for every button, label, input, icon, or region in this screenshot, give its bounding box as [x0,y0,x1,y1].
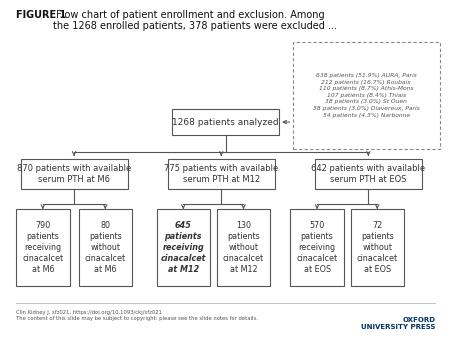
Text: 72
patients
without
cinacalcet
at EOS: 72 patients without cinacalcet at EOS [357,221,398,274]
FancyBboxPatch shape [157,209,210,286]
Text: OXFORD
UNIVERSITY PRESS: OXFORD UNIVERSITY PRESS [361,317,435,330]
Text: 638 patients (51.9%) AURA, Paris
212 patients (16.7%) Roubaix
110 patients (8.7%: 638 patients (51.9%) AURA, Paris 212 pat… [313,73,419,118]
FancyBboxPatch shape [172,108,279,136]
FancyBboxPatch shape [292,42,440,149]
Text: 645
patients
receiving
cinacalcet
at M12: 645 patients receiving cinacalcet at M12 [161,221,206,274]
FancyBboxPatch shape [315,159,422,189]
Text: Clin Kidney J, sfz021, https://doi.org/10.1093/ckj/sfz021
The content of this sl: Clin Kidney J, sfz021, https://doi.org/1… [16,310,258,321]
FancyBboxPatch shape [168,159,274,189]
FancyBboxPatch shape [217,209,270,286]
Text: 790
patients
receiving
cinacalcet
at M6: 790 patients receiving cinacalcet at M6 [22,221,63,274]
Text: FIGURE 1: FIGURE 1 [16,10,66,20]
FancyBboxPatch shape [351,209,404,286]
Text: 130
patients
without
cinacalcet
at M12: 130 patients without cinacalcet at M12 [223,221,264,274]
FancyBboxPatch shape [21,159,127,189]
Text: Flow chart of patient enrollment and exclusion. Among
the 1268 enrolled patients: Flow chart of patient enrollment and exc… [53,10,337,31]
Text: 1268 patients analyzed: 1268 patients analyzed [172,118,279,126]
FancyBboxPatch shape [290,209,344,286]
Text: 570
patients
receiving
cinacalcet
at EOS: 570 patients receiving cinacalcet at EOS [297,221,338,274]
FancyBboxPatch shape [16,209,70,286]
FancyBboxPatch shape [78,209,132,286]
Text: 80
patients
without
cinacalcet
at M6: 80 patients without cinacalcet at M6 [85,221,126,274]
Text: 775 patients with available
serum PTH at M12: 775 patients with available serum PTH at… [164,164,279,184]
Text: 642 patients with available
serum PTH at EOS: 642 patients with available serum PTH at… [311,164,425,184]
Text: 870 patients with available
serum PTH at M6: 870 patients with available serum PTH at… [17,164,131,184]
